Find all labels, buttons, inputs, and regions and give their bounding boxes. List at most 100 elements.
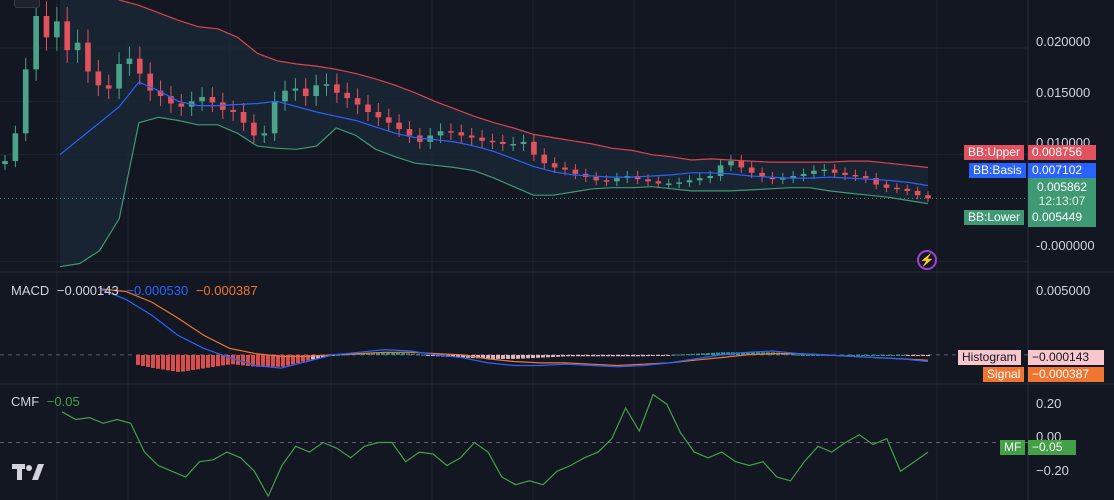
candle-body	[302, 88, 309, 96]
candle-body	[365, 104, 371, 112]
macd-histogram-bar	[631, 354, 635, 357]
candle-body	[811, 170, 817, 174]
macd-histogram-bar	[686, 354, 690, 356]
candle-body	[64, 21, 71, 51]
macd-histogram-bar	[901, 354, 905, 356]
macd-histogram-bar	[741, 352, 745, 355]
macd-histogram-bar	[191, 354, 195, 371]
macd-histogram-bar	[926, 354, 930, 357]
candle-body	[904, 188, 911, 191]
macd-histogram-bar	[241, 354, 245, 366]
candle-body	[74, 42, 81, 51]
macd-histogram-bar	[656, 354, 660, 356]
candle-body	[676, 182, 682, 184]
macd-histogram-bar	[426, 354, 430, 356]
macd-histogram-bar	[661, 354, 665, 356]
candle-body	[334, 84, 340, 93]
macd-histogram-bar	[506, 354, 510, 359]
macd-histogram-bar	[481, 354, 485, 359]
candle-body	[12, 133, 19, 162]
candle-body	[779, 178, 786, 180]
macd-histogram-bar	[646, 354, 650, 357]
macd-histogram-bar	[386, 352, 390, 355]
candle-body	[219, 102, 226, 110]
candle-body	[199, 97, 205, 102]
macd-histogram-bar	[501, 354, 505, 359]
macd-histogram-bar	[521, 354, 525, 359]
macd-histogram-bar	[616, 354, 620, 357]
tradingview-logo[interactable]	[12, 462, 46, 482]
macd-histogram-bar	[341, 354, 345, 356]
candle-body	[344, 92, 351, 99]
candle-body	[178, 103, 185, 107]
bollinger-band-fill	[60, 0, 928, 267]
candle-body	[126, 58, 133, 64]
bollinger-band-area	[60, 0, 928, 267]
macd-histogram-bar	[601, 354, 605, 357]
macd-histogram-bar	[596, 354, 600, 357]
macd-legend[interactable]: MACD −0.000143 −0.000530 −0.000387	[11, 283, 262, 299]
macd-histogram-bar	[856, 354, 860, 356]
macd-histogram-bar	[611, 354, 615, 357]
bb-lower-value-tag: 0.005449	[1028, 210, 1096, 225]
bb-upper-value-tag: 0.008756	[1028, 145, 1096, 160]
macd-histogram-bar	[556, 354, 560, 357]
macd-line	[99, 288, 929, 369]
macd-histogram-bar	[536, 354, 540, 358]
candle-body	[520, 141, 527, 144]
price-axis-label: 0.020000	[1036, 34, 1091, 49]
macd-histogram-bar	[791, 354, 795, 356]
mf-name-tag: MF	[1000, 440, 1026, 455]
candle-body	[354, 98, 361, 105]
candle-body	[116, 64, 122, 89]
macd-histogram-bar	[796, 354, 800, 356]
candle-body	[603, 180, 610, 182]
lightning-icon[interactable]: ⚡	[917, 250, 937, 270]
macd-line-value: −0.000530	[126, 283, 189, 298]
macd-histogram-bar	[346, 354, 350, 356]
macd-histogram-bar	[451, 354, 455, 357]
candle-body	[406, 129, 413, 136]
macd-histogram-bar	[861, 354, 865, 356]
macd-histogram-bar	[156, 354, 160, 369]
macd-histogram-bar	[676, 354, 680, 356]
candle-body	[292, 88, 299, 91]
price-axis-label: 0.015000	[1036, 85, 1091, 100]
macd-histogram-bar	[491, 354, 495, 359]
macd-histogram-bar	[181, 354, 185, 372]
macd-histogram-bar	[641, 354, 645, 357]
candle-body	[499, 141, 506, 144]
bb-upper-line	[117, 0, 929, 169]
macd-histogram-bar	[186, 354, 190, 371]
cmf-axis-label: 0.20	[1036, 396, 1062, 411]
candle-body	[655, 181, 662, 184]
chart-corner-button[interactable]	[14, 0, 40, 8]
macd-histogram-bar	[551, 354, 555, 358]
macd-histogram-bar	[516, 354, 520, 359]
bb-basis-name-tag: BB:Basis	[969, 163, 1026, 178]
macd-histogram-bar	[301, 354, 305, 362]
macd-histogram-bar	[891, 354, 895, 356]
macd-histogram-bar	[376, 352, 380, 355]
macd-histogram-bar	[561, 354, 565, 357]
macd-histogram-bar	[141, 354, 145, 366]
candle-body	[852, 174, 859, 177]
candle-body	[686, 180, 693, 183]
macd-signal-line	[99, 288, 929, 367]
candle-body	[261, 133, 268, 136]
candle-body	[313, 85, 319, 96]
macd-histogram-bar	[671, 354, 675, 356]
macd-histogram-bar	[621, 354, 625, 357]
macd-histogram-bar	[541, 354, 545, 358]
macd-histogram-bar	[136, 354, 140, 365]
macd-histogram-bar	[431, 354, 435, 356]
candle-body	[800, 173, 807, 176]
candle-body	[2, 161, 8, 165]
cmf-legend[interactable]: CMF −0.05	[11, 394, 84, 410]
macd-histogram-bar	[246, 354, 250, 366]
macd-histogram-bar	[146, 354, 150, 367]
macd-histogram-bar	[406, 353, 410, 355]
macd-histogram-bar	[586, 354, 590, 357]
macd-histogram-bar	[691, 353, 695, 355]
